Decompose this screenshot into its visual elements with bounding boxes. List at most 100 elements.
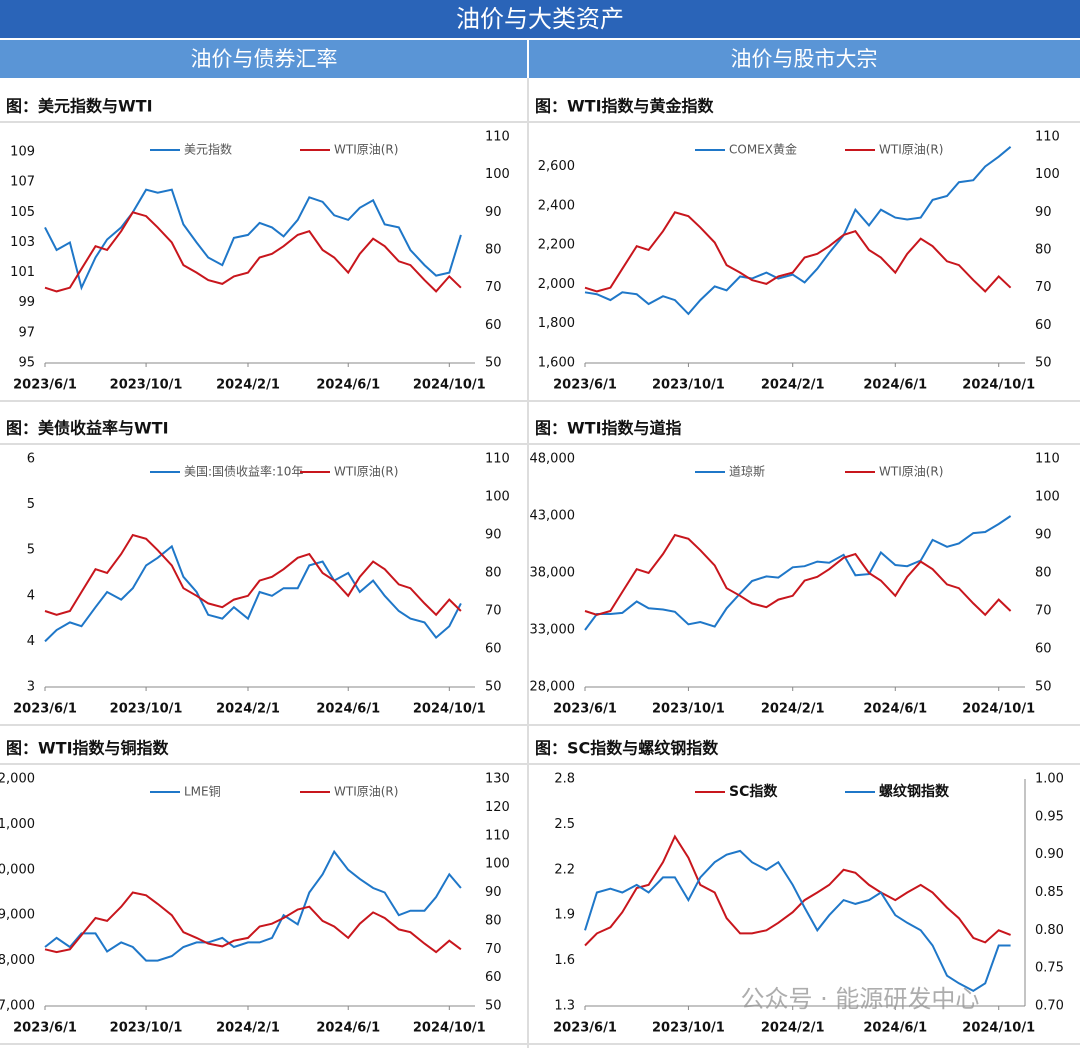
y2-tick-label: 0.95: [1035, 809, 1064, 824]
y2-tick-label: 110: [485, 828, 510, 843]
series-line: [44, 544, 462, 643]
y2-tick-label: 50: [485, 680, 502, 695]
y-tick-label: 38,000: [530, 566, 576, 581]
series-line: [584, 834, 1011, 947]
y2-tick-label: 0.75: [1035, 961, 1064, 976]
y-tick-label: 1.6: [554, 953, 575, 968]
y2-tick-label: 100: [1035, 490, 1060, 505]
y-tick-label: 2,600: [538, 159, 575, 174]
legend-label: 道琼斯: [729, 464, 765, 479]
x-tick-label: 2024/2/1: [761, 702, 825, 717]
y2-tick-label: 50: [1035, 680, 1052, 695]
y-tick-label: 107: [10, 175, 35, 190]
y-tick-label: 99: [18, 295, 35, 310]
series-line: [44, 188, 462, 291]
legend-label: WTI原油(R): [879, 465, 943, 479]
legend-label: WTI原油(R): [334, 785, 398, 799]
y2-tick-label: 110: [1035, 452, 1060, 467]
y-tick-label: 2.8: [554, 772, 575, 787]
y-tick-label: 95: [18, 356, 35, 371]
y2-tick-label: 90: [485, 205, 502, 220]
y2-tick-label: 100: [1035, 167, 1060, 182]
y-tick-label: 9,000: [0, 908, 35, 923]
y2-tick-label: 100: [485, 490, 510, 505]
y2-tick-label: 90: [1035, 205, 1052, 220]
y2-tick-label: 110: [485, 452, 510, 467]
y-tick-label: 6: [27, 452, 35, 467]
x-tick-label: 2024/6/1: [863, 1021, 927, 1036]
series-line: [584, 211, 1012, 293]
header-bar: [0, 0, 1080, 38]
series-line: [584, 515, 1012, 631]
x-tick-label: 2023/6/1: [553, 702, 617, 717]
y2-tick-label: 1.00: [1035, 772, 1064, 787]
chart-title: 图：WTI指数与道指: [535, 419, 682, 438]
y-tick-label: 11,000: [0, 817, 35, 832]
y-tick-label: 1,600: [538, 356, 575, 371]
x-tick-label: 2024/6/1: [316, 1021, 380, 1036]
y-tick-label: 97: [18, 325, 35, 340]
y2-tick-label: 80: [485, 913, 502, 928]
x-tick-label: 2024/6/1: [316, 378, 380, 393]
x-tick-label: 2024/6/1: [863, 378, 927, 393]
y2-tick-label: 50: [1035, 356, 1052, 371]
y-tick-label: 8,000: [0, 953, 35, 968]
legend-label: 美元指数: [184, 142, 232, 157]
y2-tick-label: 0.85: [1035, 885, 1064, 900]
y-tick-label: 5: [27, 543, 35, 558]
series-line: [44, 533, 462, 617]
legend-label: SC指数: [729, 783, 778, 800]
y2-tick-label: 80: [485, 566, 502, 581]
y-tick-label: 101: [10, 265, 35, 280]
x-tick-label: 2023/10/1: [110, 378, 183, 393]
subheader-left: [0, 40, 527, 78]
y2-tick-label: 100: [485, 167, 510, 182]
x-tick-label: 2024/10/1: [962, 1021, 1035, 1036]
legend-label: LME铜: [184, 784, 221, 799]
y-tick-label: 43,000: [530, 509, 576, 524]
x-tick-label: 2024/2/1: [761, 1021, 825, 1036]
y-tick-label: 105: [10, 205, 35, 220]
y2-tick-label: 70: [1035, 280, 1052, 295]
x-tick-label: 2024/10/1: [413, 1021, 486, 1036]
series-line: [584, 146, 1012, 316]
x-tick-label: 2023/10/1: [652, 378, 725, 393]
y2-tick-label: 80: [1035, 566, 1052, 581]
y2-tick-label: 130: [485, 772, 510, 787]
x-tick-label: 2024/10/1: [413, 702, 486, 717]
header-title: 油价与大类资产: [456, 5, 624, 33]
chart-title: 图：SC指数与螺纹钢指数: [535, 739, 719, 758]
x-tick-label: 2024/2/1: [761, 378, 825, 393]
y2-tick-label: 90: [485, 885, 502, 900]
y-tick-label: 2,400: [538, 198, 575, 213]
series-line: [44, 849, 462, 962]
x-tick-label: 2024/10/1: [962, 702, 1035, 717]
x-tick-label: 2023/10/1: [652, 1021, 725, 1036]
y2-tick-label: 70: [485, 604, 502, 619]
y-tick-label: 4: [27, 588, 35, 603]
x-tick-label: 2023/10/1: [652, 702, 725, 717]
y2-tick-label: 70: [1035, 604, 1052, 619]
y2-tick-label: 90: [1035, 528, 1052, 543]
y-tick-label: 103: [10, 235, 35, 250]
chart-title: 图：WTI指数与黄金指数: [535, 97, 715, 116]
y-tick-label: 2.5: [554, 817, 575, 832]
x-tick-label: 2023/6/1: [553, 1021, 617, 1036]
y-tick-label: 2,000: [538, 277, 575, 292]
y2-tick-label: 60: [1035, 642, 1052, 657]
y-tick-label: 10,000: [0, 862, 35, 877]
legend-label: WTI原油(R): [879, 143, 943, 157]
x-tick-label: 2024/10/1: [413, 378, 486, 393]
chart-title: 图：WTI指数与铜指数: [6, 739, 170, 758]
legend-label: COMEX黄金: [729, 142, 797, 157]
y2-tick-label: 120: [485, 800, 510, 815]
x-tick-label: 2024/2/1: [216, 702, 280, 717]
x-tick-label: 2023/10/1: [110, 702, 183, 717]
series-line: [584, 849, 1011, 993]
series-line: [44, 891, 462, 954]
legend-label: WTI原油(R): [334, 143, 398, 157]
y2-tick-label: 60: [485, 970, 502, 985]
legend-label: WTI原油(R): [334, 465, 398, 479]
y2-tick-label: 110: [1035, 130, 1060, 145]
